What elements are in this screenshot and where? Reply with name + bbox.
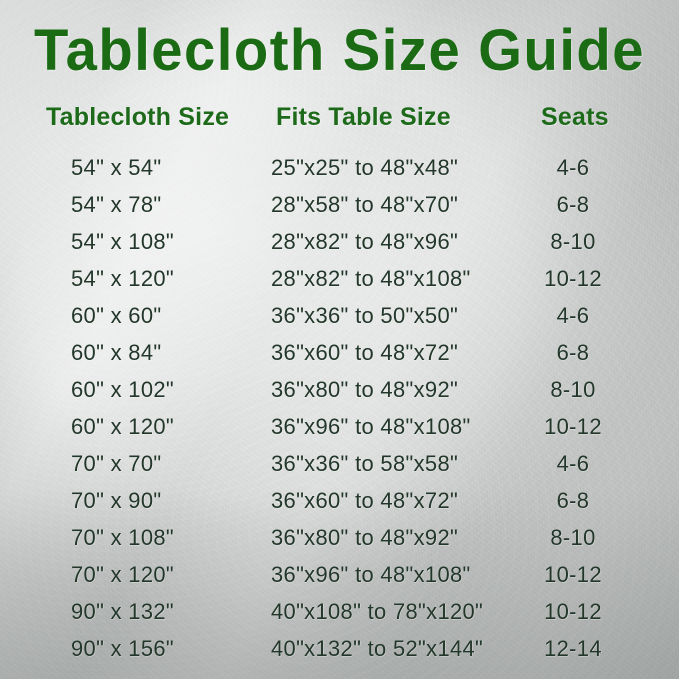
- table-row: 90" x 132" 40"x108" to 78"x120" 10-12: [0, 596, 679, 633]
- cell-fits_table_size: 28"x58" to 48"x70": [271, 192, 459, 217]
- cell-tablecloth_size: 54" x 120": [71, 266, 175, 291]
- cell-tablecloth_size: 90" x 132": [71, 599, 175, 624]
- table-row: 54" x 54" 25"x25" to 48"x48" 4-6: [0, 152, 679, 189]
- cell-tablecloth_size: 90" x 156": [71, 636, 175, 661]
- cell-tablecloth_size: 70" x 70": [71, 451, 162, 476]
- cell-fits_table_size: 36"x36" to 50"x50": [271, 303, 459, 328]
- cell-fits_table_size: 36"x96" to 48"x108": [271, 414, 471, 439]
- cell-tablecloth_size: 54" x 54": [71, 155, 162, 180]
- cell-seats: 8-10: [550, 377, 596, 402]
- cell-tablecloth_size: 70" x 108": [71, 525, 175, 550]
- cell-fits_table_size: 28"x82" to 48"x96": [271, 229, 459, 254]
- cell-seats: 8-10: [550, 229, 596, 254]
- table-row: 70" x 90" 36"x60" to 48"x72" 6-8: [0, 485, 679, 522]
- cell-seats: 6-8: [556, 340, 590, 365]
- cell-tablecloth_size: 60" x 102": [71, 377, 175, 402]
- cell-tablecloth_size: 54" x 78": [71, 192, 162, 217]
- table-row: 60" x 102" 36"x80" to 48"x92" 8-10: [0, 374, 679, 411]
- cell-seats: 10-12: [544, 562, 602, 587]
- cell-seats: 10-12: [544, 414, 602, 439]
- column-header-fits-table-size: Fits Table Size: [276, 103, 451, 131]
- size-guide-table: Tablecloth Size Fits Table Size Seats 54…: [0, 100, 679, 670]
- table-row: 54" x 78" 28"x58" to 48"x70" 6-8: [0, 189, 679, 226]
- cell-fits_table_size: 25"x25" to 48"x48": [271, 155, 459, 180]
- cell-tablecloth_size: 60" x 84": [71, 340, 162, 365]
- cell-fits_table_size: 36"x80" to 48"x92": [271, 525, 459, 550]
- cell-seats: 10-12: [544, 599, 602, 624]
- cell-fits_table_size: 36"x96" to 48"x108": [271, 562, 471, 587]
- table-row: 60" x 60" 36"x36" to 50"x50" 4-6: [0, 300, 679, 337]
- cell-fits_table_size: 36"x80" to 48"x92": [271, 377, 459, 402]
- cell-fits_table_size: 28"x82" to 48"x108": [271, 266, 471, 291]
- cell-seats: 4-6: [556, 451, 590, 476]
- table-row: 70" x 108" 36"x80" to 48"x92" 8-10: [0, 522, 679, 559]
- table-row: 70" x 120" 36"x96" to 48"x108" 10-12: [0, 559, 679, 596]
- cell-fits_table_size: 36"x36" to 58"x58": [271, 451, 459, 476]
- cell-seats: 4-6: [556, 155, 590, 180]
- cell-seats: 10-12: [544, 266, 602, 291]
- table-row: 70" x 70" 36"x36" to 58"x58" 4-6: [0, 448, 679, 485]
- column-header-tablecloth-size: Tablecloth Size: [46, 103, 230, 131]
- cell-fits_table_size: 40"x132" to 52"x144": [271, 636, 484, 661]
- cell-seats: 6-8: [556, 488, 590, 513]
- page-title: Tablecloth Size Guide: [34, 18, 645, 83]
- table-row: 60" x 84" 36"x60" to 48"x72" 6-8: [0, 337, 679, 374]
- cell-tablecloth_size: 60" x 60": [71, 303, 162, 328]
- cell-fits_table_size: 36"x60" to 48"x72": [271, 488, 459, 513]
- cell-tablecloth_size: 70" x 90": [71, 488, 162, 513]
- cell-tablecloth_size: 70" x 120": [71, 562, 175, 587]
- table-row: 54" x 108" 28"x82" to 48"x96" 8-10: [0, 226, 679, 263]
- cell-seats: 4-6: [556, 303, 590, 328]
- cell-seats: 12-14: [544, 636, 602, 661]
- cell-fits_table_size: 40"x108" to 78"x120": [271, 599, 484, 624]
- table-row: 90" x 156" 40"x132" to 52"x144" 12-14: [0, 633, 679, 670]
- cell-tablecloth_size: 54" x 108": [71, 229, 175, 254]
- cell-tablecloth_size: 60" x 120": [71, 414, 175, 439]
- cell-seats: 8-10: [550, 525, 596, 550]
- cell-fits_table_size: 36"x60" to 48"x72": [271, 340, 459, 365]
- table-row: 54" x 120" 28"x82" to 48"x108" 10-12: [0, 263, 679, 300]
- table-header-row: Tablecloth Size Fits Table Size Seats: [0, 100, 679, 152]
- cell-seats: 6-8: [556, 192, 590, 217]
- table-row: 60" x 120" 36"x96" to 48"x108" 10-12: [0, 411, 679, 448]
- column-header-seats: Seats: [541, 103, 609, 131]
